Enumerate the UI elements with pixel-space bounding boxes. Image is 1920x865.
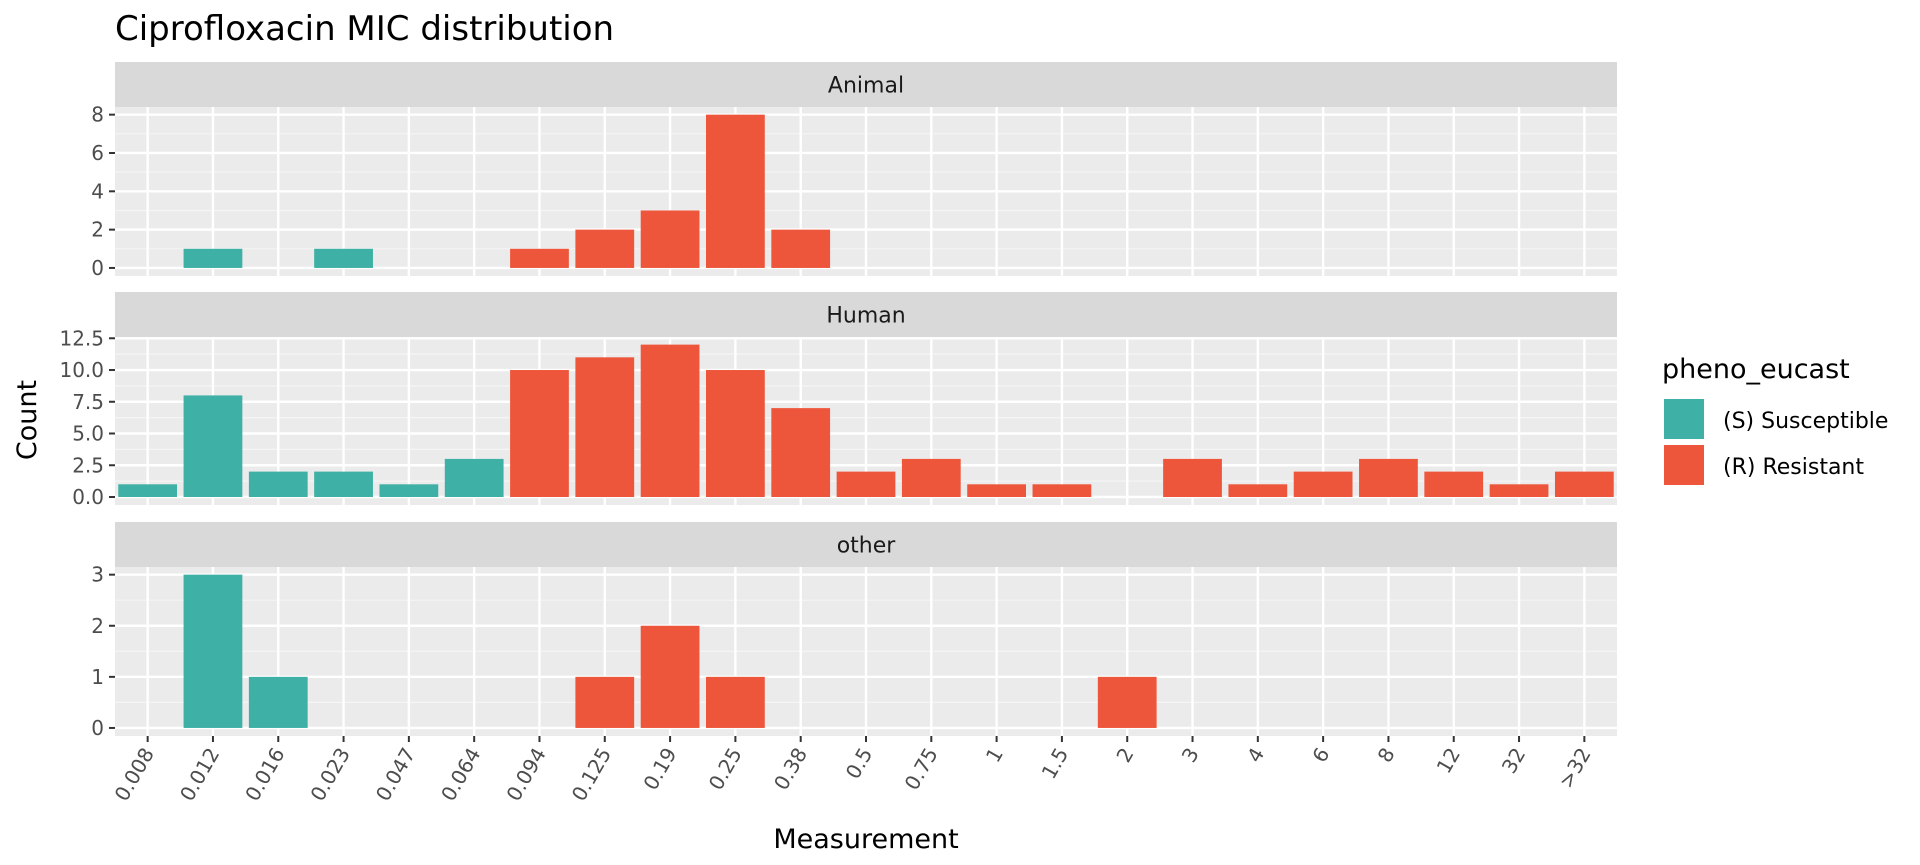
- y-tick-label: 1: [91, 665, 104, 689]
- bar-human-3: [1163, 458, 1222, 497]
- facet-panels: Animal 0 2 4 6 8 Human 0.0 2.5 5.0 7.5 10.0 12.5 othe…: [59, 62, 1617, 740]
- x-tick-label: 0.064: [436, 744, 485, 806]
- x-tick-label: 0.023: [305, 744, 354, 806]
- bar-human-0.012: [183, 395, 243, 497]
- x-tick-label: 0.38: [769, 744, 812, 795]
- x-tick-label: 0.25: [704, 744, 747, 795]
- chart-title: Ciprofloxacin MIC distribution: [115, 9, 614, 49]
- y-tick-label: 7.5: [72, 390, 104, 414]
- y-tick-label: 10.0: [59, 358, 104, 382]
- bar-human-0.19: [640, 344, 700, 497]
- facet-strip: [115, 292, 1617, 337]
- y-tick-label: 0.0: [72, 485, 104, 509]
- x-tick-label: 6: [1307, 744, 1334, 767]
- y-tick-label: 2: [91, 614, 104, 638]
- legend-key-susceptible: [1664, 399, 1704, 439]
- facet-strip-label: Animal: [828, 74, 904, 99]
- bar-human-0.38: [771, 408, 831, 497]
- bar-other-0.016: [248, 676, 308, 728]
- x-tick-label: 2: [1111, 744, 1138, 767]
- bar-animal-0.38: [771, 229, 831, 268]
- x-tick-label: 0.125: [567, 744, 616, 806]
- y-tick-label: 0: [91, 256, 104, 280]
- bar-other-0.012: [183, 574, 243, 728]
- facet-panel-human: Human 0.0 2.5 5.0 7.5 10.0 12.5: [59, 292, 1617, 509]
- bar-human-0.023: [314, 471, 373, 497]
- y-axis-title: Count: [12, 380, 43, 460]
- x-tick-label: 32: [1497, 744, 1531, 778]
- bar-animal-0.094: [510, 248, 569, 268]
- bar-human->32: [1554, 471, 1614, 497]
- bar-human-0.25: [706, 370, 765, 497]
- facet-strip-label: other: [837, 534, 897, 559]
- y-tick-label: 0: [91, 716, 104, 740]
- x-tick-label: 0.19: [638, 744, 681, 795]
- bar-human-1: [967, 484, 1026, 497]
- x-tick-label: 0.047: [371, 744, 420, 806]
- bar-animal-0.023: [314, 248, 373, 268]
- bar-animal-0.25: [706, 114, 765, 268]
- bar-human-0.016: [248, 471, 308, 497]
- bar-human-8: [1359, 458, 1418, 497]
- x-tick-label: 0.008: [110, 744, 159, 806]
- bar-human-0.5: [836, 471, 896, 497]
- x-tick-label: 0.012: [175, 744, 224, 806]
- bar-human-0.75: [901, 458, 961, 497]
- y-tick-label: 2.5: [72, 453, 104, 477]
- bar-other-2: [1097, 676, 1157, 728]
- x-tick-label: 3: [1177, 744, 1204, 767]
- x-tick-label: 4: [1242, 744, 1269, 767]
- legend-title: pheno_eucast: [1662, 354, 1850, 385]
- y-tick-label: 8: [91, 103, 104, 127]
- bar-human-0.064: [444, 458, 504, 497]
- y-tick-label: 6: [91, 141, 104, 165]
- y-tick-label: 4: [91, 179, 104, 203]
- bar-human-1.5: [1032, 484, 1092, 497]
- y-tick-label: 3: [91, 563, 104, 587]
- bar-human-6: [1293, 471, 1353, 497]
- bar-human-0.008: [118, 484, 178, 497]
- legend-label-susceptible: (S) Susceptible: [1723, 409, 1888, 434]
- x-tick-label: >32: [1554, 744, 1596, 793]
- bar-human-12: [1424, 471, 1484, 497]
- x-tick-label: 1: [981, 744, 1008, 767]
- facet-panel-other: other 0 1 2 3: [91, 522, 1617, 740]
- legend-key-resistant: [1664, 445, 1704, 485]
- facet-strip-label: Human: [826, 304, 905, 329]
- y-tick-label: 12.5: [59, 326, 104, 350]
- x-tick-label: 8: [1373, 744, 1400, 767]
- x-tick-label: 0.094: [501, 744, 550, 806]
- x-axis-title: Measurement: [773, 824, 958, 855]
- x-axis: 0.008 0.012 0.016 0.023 0.047 0.064 0.094 0.125…: [110, 736, 1596, 805]
- bar-other-0.25: [706, 676, 765, 728]
- bar-animal-0.19: [640, 210, 700, 268]
- x-tick-label: 1.5: [1037, 744, 1074, 784]
- y-tick-label: 2: [91, 218, 104, 242]
- bar-animal-0.012: [183, 248, 243, 268]
- legend: pheno_eucast (S) Susceptible (R) Resista…: [1662, 354, 1888, 487]
- x-tick-label: 0.5: [841, 744, 878, 784]
- facet-strip: [115, 522, 1617, 567]
- bar-human-0.094: [510, 370, 569, 497]
- bar-other-0.125: [575, 676, 635, 728]
- bar-human-0.047: [379, 484, 439, 497]
- bar-animal-0.125: [575, 229, 635, 268]
- facet-strip: [115, 62, 1617, 107]
- bar-human-32: [1489, 484, 1549, 497]
- y-tick-label: 5.0: [72, 422, 104, 446]
- x-tick-label: 12: [1432, 744, 1466, 778]
- bar-human-4: [1228, 484, 1288, 497]
- legend-label-resistant: (R) Resistant: [1723, 455, 1864, 480]
- x-tick-label: 0.75: [900, 744, 943, 795]
- x-tick-label: 0.016: [240, 744, 289, 806]
- bar-other-0.19: [640, 625, 700, 728]
- facet-panel-animal: Animal 0 2 4 6 8: [91, 62, 1617, 280]
- bar-human-0.125: [575, 357, 635, 497]
